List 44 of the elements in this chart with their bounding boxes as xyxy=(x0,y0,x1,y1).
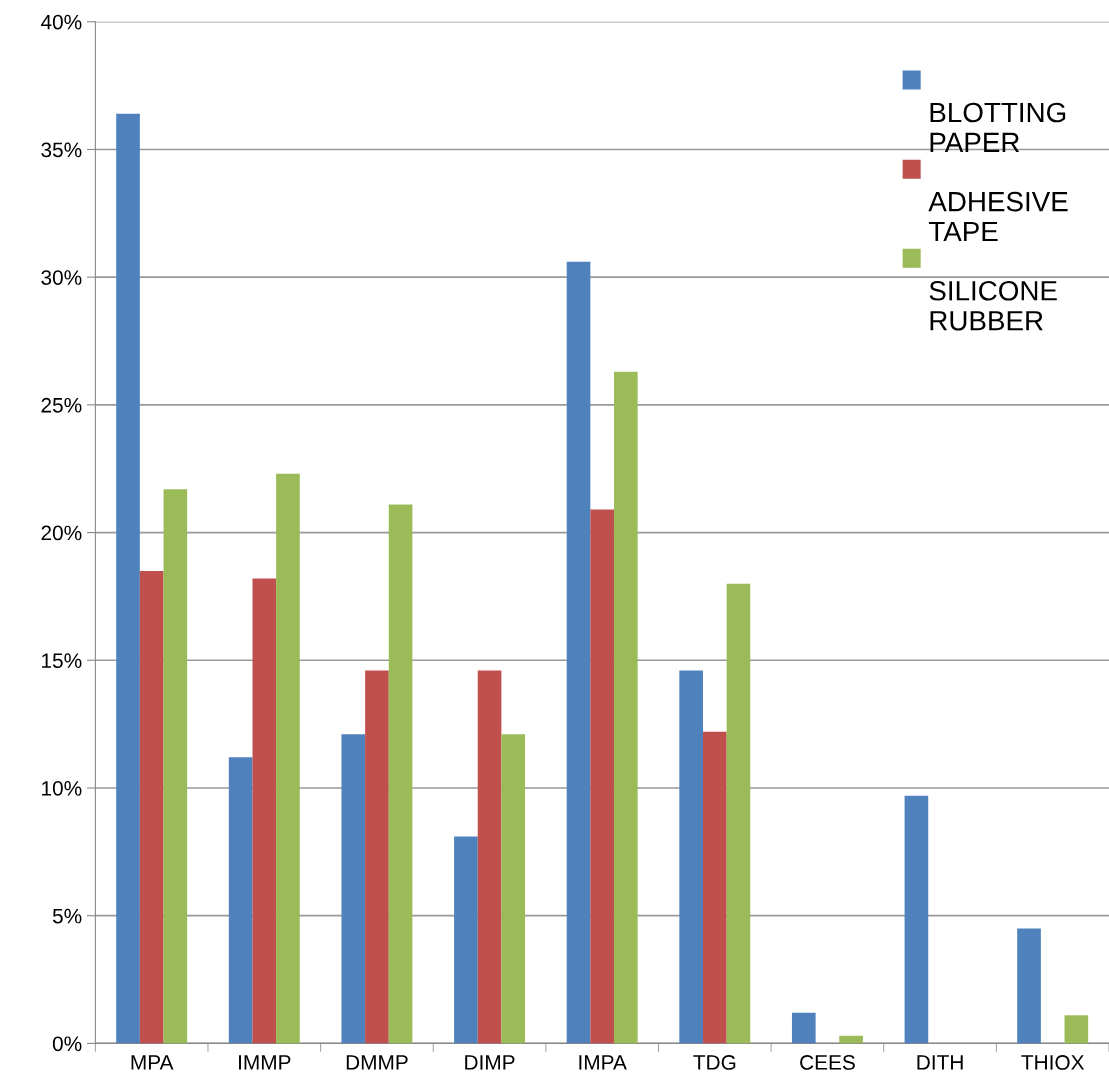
bar xyxy=(365,670,389,1044)
y-tick-label: 5% xyxy=(52,908,82,924)
legend-label: BLOTTING PAPER xyxy=(930,102,1066,152)
x-tick-label: MPA xyxy=(131,1055,174,1070)
x-tick-label: TDG xyxy=(693,1055,736,1070)
bar xyxy=(477,670,502,1044)
y-tick-label: 10% xyxy=(42,780,82,796)
bar xyxy=(1064,1015,1089,1044)
legend-label: ADHESIVE TAPE xyxy=(928,191,1068,242)
bar xyxy=(388,504,413,1044)
bar xyxy=(139,570,164,1044)
bar xyxy=(702,731,727,1044)
bar xyxy=(501,734,526,1044)
bar xyxy=(904,795,929,1044)
bar xyxy=(726,583,751,1044)
bar xyxy=(116,113,140,1044)
x-tick-label: DIMP xyxy=(465,1055,515,1070)
bar xyxy=(614,371,638,1044)
y-tick-label: 30% xyxy=(41,270,82,285)
legend-label: SILICONE RUBBER xyxy=(929,280,1057,331)
bar xyxy=(252,578,277,1044)
y-tick-label: 40% xyxy=(40,14,82,30)
bar xyxy=(1017,928,1041,1044)
x-tick-label: CEES xyxy=(800,1055,855,1070)
x-tick-label: THIOX xyxy=(1021,1055,1085,1070)
y-tick-label: 25% xyxy=(41,397,82,413)
x-tick-label: DMMP xyxy=(346,1055,408,1070)
x-tick-label: DITH xyxy=(917,1055,963,1070)
bar xyxy=(228,757,253,1044)
bar xyxy=(566,261,591,1044)
y-tick-label: 20% xyxy=(41,525,82,541)
x-tick-label: IMMP xyxy=(239,1055,291,1070)
x-tick-label: IMPA xyxy=(579,1055,627,1070)
bar xyxy=(276,473,300,1044)
bar xyxy=(679,670,703,1044)
bar xyxy=(590,509,615,1044)
bar xyxy=(341,734,366,1044)
bar xyxy=(791,1012,816,1044)
y-tick-label: 15% xyxy=(42,653,82,669)
y-tick-label: 0% xyxy=(52,1036,82,1052)
y-tick-label: 35% xyxy=(41,142,82,158)
bar xyxy=(839,1035,863,1044)
bar xyxy=(163,489,188,1044)
bar xyxy=(454,836,478,1044)
